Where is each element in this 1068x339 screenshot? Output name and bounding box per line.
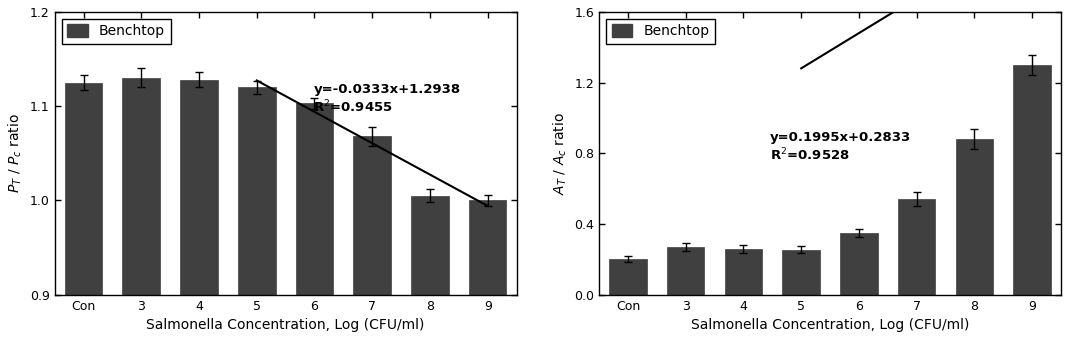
Bar — [1014, 65, 1051, 295]
X-axis label: Salmonella Concentration, Log (CFU/ml): Salmonella Concentration, Log (CFU/ml) — [146, 318, 425, 332]
Bar — [609, 259, 647, 295]
Bar — [296, 103, 333, 339]
Bar — [956, 139, 993, 295]
Legend: Benchtop: Benchtop — [62, 19, 171, 44]
Bar — [666, 247, 705, 295]
Bar — [354, 136, 391, 339]
Bar — [65, 83, 103, 339]
Text: y=-0.0333x+1.2938
R$^2$=0.9455: y=-0.0333x+1.2938 R$^2$=0.9455 — [313, 83, 460, 115]
Bar — [238, 87, 276, 339]
Bar — [783, 250, 820, 295]
Y-axis label: $P_T$ / $P_c$ ratio: $P_T$ / $P_c$ ratio — [7, 113, 25, 193]
Text: y=0.1995x+0.2833
R$^2$=0.9528: y=0.1995x+0.2833 R$^2$=0.9528 — [770, 131, 911, 163]
Bar — [469, 200, 506, 339]
Bar — [725, 249, 763, 295]
Bar — [180, 80, 218, 339]
X-axis label: Salmonella Concentration, Log (CFU/ml): Salmonella Concentration, Log (CFU/ml) — [691, 318, 970, 332]
Y-axis label: $A_T$ / $A_c$ ratio: $A_T$ / $A_c$ ratio — [551, 112, 568, 195]
Bar — [841, 233, 878, 295]
Bar — [123, 78, 160, 339]
Legend: Benchtop: Benchtop — [606, 19, 716, 44]
Bar — [898, 199, 936, 295]
Bar — [411, 196, 449, 339]
